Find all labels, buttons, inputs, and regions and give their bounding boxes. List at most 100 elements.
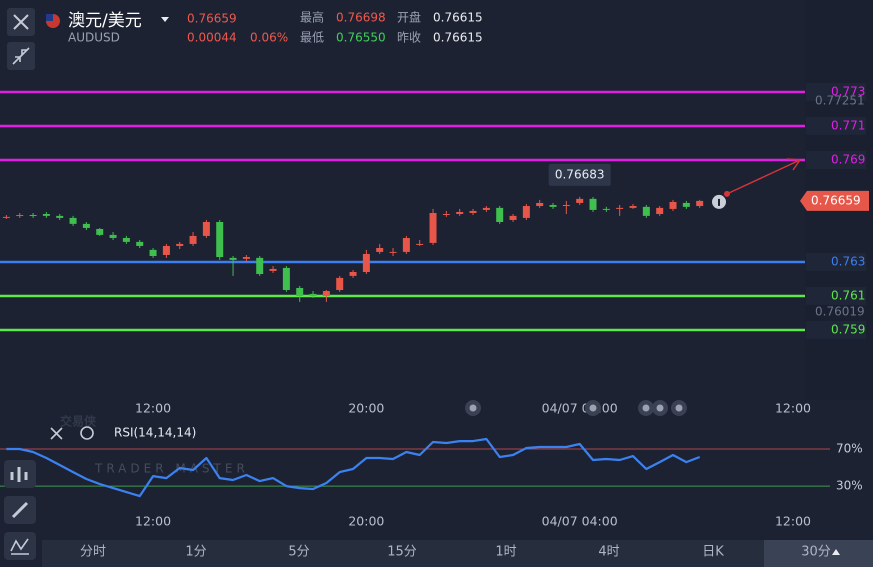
candle-body [389,251,397,253]
timeframe-bar [42,540,873,567]
candle-body [96,228,104,235]
candle-body [602,208,610,210]
compare-icon [10,538,29,555]
candle-body [536,202,544,207]
candle-body [109,234,117,238]
active-tab-caret [832,549,840,555]
pair-name[interactable]: 澳元/美元 [68,11,142,31]
candle-body [189,235,197,244]
timeframe-tab[interactable]: 1时 [495,545,516,560]
candle-body [202,222,210,236]
price-level-label: 0.759 [831,322,865,336]
rsi-settings-icon[interactable] [80,426,94,440]
timeframe-tab[interactable]: 分时 [80,545,106,560]
price-change-pct: 0.06% [250,31,288,45]
candle-body [69,217,77,224]
symbol: AUDUSD [68,31,120,45]
candle-body [576,198,584,203]
candle-body [562,205,570,207]
draw-icon [11,501,29,519]
candle-body [216,222,224,258]
timeframe-tabs: 分时 1分 5分 15分 1时 4时 日K 30分 [80,540,873,567]
candle-body [416,243,424,245]
price-level-label: 0.771 [831,118,865,132]
nav-dot-core [589,404,597,412]
current-price-tag [800,190,869,211]
candle-body [549,205,557,207]
rsi-close-icon[interactable] [50,427,63,440]
rsi-plot: RSI(14,14,14) 70% 30% 12:00 20:00 04/07 04:00… [0,426,863,529]
candle-body [136,241,144,246]
candle-body [16,215,24,217]
active-tab[interactable] [764,540,873,567]
projection-arrow [726,159,801,195]
high-tooltip-box [548,163,611,186]
price-level-label: 0.763 [831,254,865,268]
watermark: 交易侠 TRADER MASTER [60,414,245,476]
candle-body [682,202,690,207]
candle-body [482,207,490,210]
candle-body [336,277,344,291]
x-tick-label: 12:00 [135,401,171,416]
high-value: 0.76698 [336,11,386,25]
candle-body [509,215,517,220]
candle-body [176,243,184,246]
candle-body [496,207,504,223]
candle-body [349,271,357,276]
indicator-title: RSI(14,14,14) [114,426,196,440]
price-plot: 0.773 0.771 0.769 0.763 0.761 0.759 0.77251 0.7… [0,82,869,416]
price-level-label: 0.773 [831,84,865,98]
price-level-label: 0.761 [831,288,865,302]
info-icon-bar [718,198,720,206]
x-tick-label: 04/07 04:00 [542,514,618,529]
timeframe-tab[interactable]: 30分 [801,545,831,560]
timeframe-tab[interactable]: 5分 [288,545,309,560]
candle-body [469,210,477,213]
timeframe-tab[interactable]: 4时 [598,545,619,560]
dropdown-arrow[interactable] [161,17,169,22]
price-level-tag [806,116,866,135]
candle-body [122,237,130,242]
shrink-icon [12,47,30,65]
candle-body [42,214,50,216]
candle-body [589,198,597,210]
x-tick-label: 12:00 [775,514,811,529]
axis-extreme-label: 0.76019 [815,305,865,319]
candle-body [296,287,304,296]
nav-dot-core [675,404,683,412]
candle-body [309,293,317,296]
candle-body [242,257,250,259]
price-level-tag [806,252,866,271]
timeframe-tab[interactable]: 1分 [185,545,206,560]
low-label: 最低 [300,31,324,45]
prev-close-label: 昨收 [397,31,421,45]
price-level-label: 0.769 [831,152,865,166]
candle-body [696,200,704,207]
x-tick-label: 20:00 [348,401,384,416]
x-tick-label: 12:00 [135,514,171,529]
open-label: 开盘 [397,10,421,25]
x-tick-label: 12:00 [775,401,811,416]
nav-dot-core [469,404,477,412]
watermark-title: 交易侠 [60,414,97,429]
candle-body [256,257,264,275]
candle-body [642,206,650,216]
y-tick-label: 30% [836,479,863,493]
candle-body [362,253,370,272]
candle-body [629,206,637,208]
candle-body [269,268,277,271]
candle-body [429,212,437,243]
candle-body [2,216,10,218]
price-level-tag [806,150,866,169]
candle-body [616,207,624,209]
candle-body [656,207,664,215]
candle-body [669,201,677,209]
candle-body [442,214,450,216]
nav-dot-core [656,404,664,412]
indicator-icon [10,467,28,482]
timeframe-tab[interactable]: 15分 [387,545,417,560]
candle-body [282,267,290,291]
timeframe-tab[interactable]: 日K [702,545,724,560]
